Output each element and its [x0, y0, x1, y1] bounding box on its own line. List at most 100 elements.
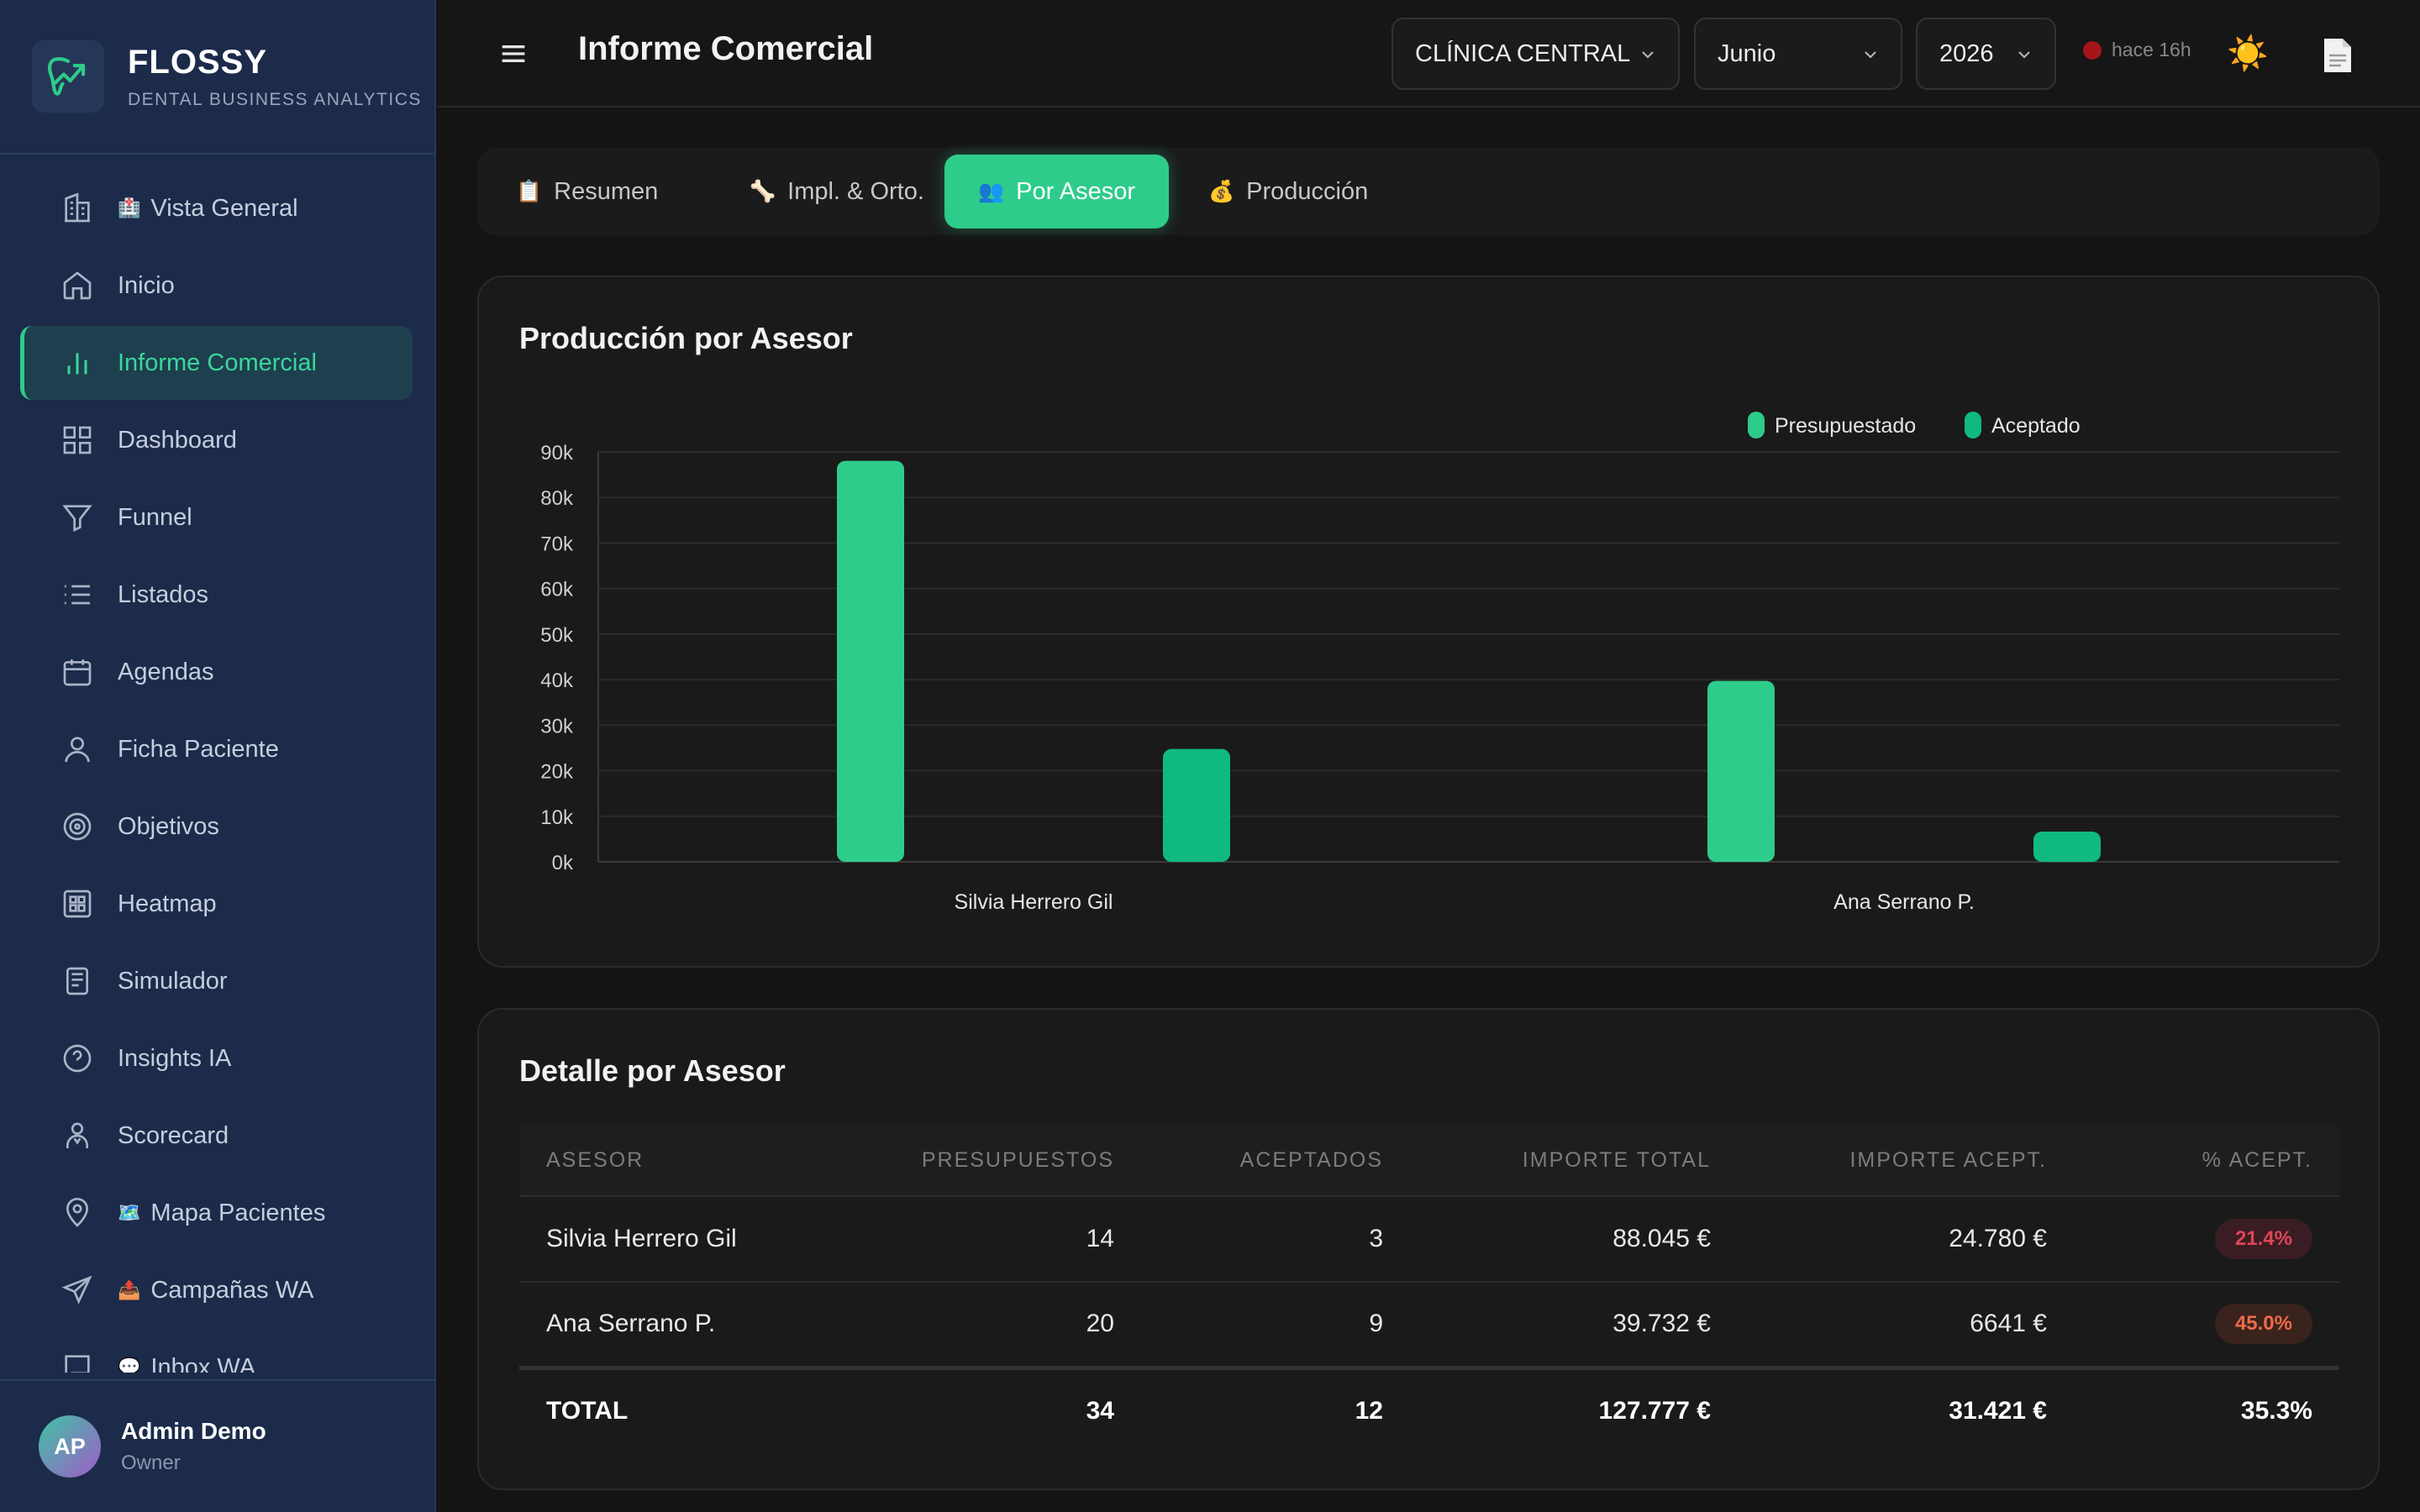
calendar-icon [63, 659, 92, 686]
sidebar-item-inbox-wa[interactable]: 💬 Inbox WA [20, 1331, 413, 1373]
sidebar-item-label: Simulador [118, 967, 228, 995]
target-icon [63, 812, 92, 841]
cell-asesor: Silvia Herrero Gil [519, 1195, 855, 1282]
funnel-icon [62, 505, 92, 533]
sync-status-text: hace 16h [2112, 39, 2191, 60]
table-total-row: TOTAL 34 12 127.777 € 31.421 € 35.3% [519, 1365, 2339, 1453]
sidebar-item-label: Informe Comercial [118, 349, 317, 376]
bone-emoji-icon: 🦴 [750, 179, 776, 203]
sidebar-item-insights-ia[interactable]: Insights IA [20, 1021, 413, 1095]
legend-label: Aceptado [1991, 414, 2081, 438]
detail-table: ASESOR PRESUPUESTOS ACEPTADOS IMPORTE TO… [519, 1126, 2339, 1453]
sidebar-item-label: Dashboard [118, 426, 237, 454]
brand-subtitle: DENTAL BUSINESS ANALYTICS [128, 89, 422, 109]
total-importe-acept: 31.421 € [1738, 1365, 2074, 1453]
tab-resumen[interactable]: 📋 Resumen [477, 155, 697, 228]
y-tick-label: 90k [540, 442, 574, 465]
speech-emoji-icon: 💬 [118, 1357, 141, 1373]
sidebar-item-label: Mapa Pacientes [150, 1199, 326, 1226]
report-tabs: 📋 Resumen 🦴 Impl. & Orto. 👥 Por Asesor 💰… [477, 148, 2380, 235]
sidebar-item-label: Objetivos [118, 812, 219, 840]
y-tick-label: 20k [540, 761, 574, 784]
sidebar-item-informe-comercial[interactable]: Informe Comercial [20, 326, 413, 400]
detail-card: Detalle por Asesor ASESOR PRESUPUESTOS A… [477, 1008, 2380, 1490]
production-bar-chart: 0k 10k 20k 30k 40k 50k 60k 70k 80k 90k Silvia Herr… [540, 412, 2339, 914]
year-select-value: 2026 [1939, 39, 1994, 67]
cell-presupuestos: 14 [855, 1195, 1141, 1282]
total-label: TOTAL [519, 1365, 855, 1453]
y-tick-label: 30k [540, 715, 574, 738]
people-emoji-icon: 👥 [978, 179, 1005, 203]
month-select[interactable]: Junio [1694, 18, 1902, 90]
sidebar-item-scorecard[interactable]: Scorecard [20, 1099, 413, 1173]
col-importe-total[interactable]: IMPORTE TOTAL [1522, 1148, 1711, 1172]
tooth-chart-logo-icon [32, 40, 104, 113]
calculator-icon [66, 967, 88, 995]
total-importe-total: 127.777 € [1410, 1365, 1738, 1453]
map-emoji-icon: 🗺️ [118, 1202, 141, 1223]
sync-status: hace 16h [2083, 39, 2191, 61]
sidebar-item-agendas[interactable]: Agendas [20, 635, 413, 709]
detail-title: Detalle por Asesor [519, 1053, 786, 1088]
tab-por-asesor[interactable]: 👥 Por Asesor [944, 155, 1169, 228]
y-tick-label: 40k [540, 669, 574, 692]
sidebar-item-inicio[interactable]: Inicio [20, 249, 413, 323]
tab-produccion[interactable]: 💰 Producción [1170, 155, 1407, 228]
sidebar-item-objetivos[interactable]: Objetivos [20, 790, 413, 864]
sidebar-item-campanas-wa[interactable]: 📤 Campañas WA [20, 1253, 413, 1327]
sidebar-item-label: Campañas WA [150, 1276, 314, 1304]
sidebar-item-label: Agendas [118, 658, 214, 685]
y-tick-label: 60k [540, 579, 574, 601]
status-dot-icon [2083, 40, 2102, 60]
year-select[interactable]: 2026 [1916, 18, 2056, 90]
chevron-down-icon [1642, 51, 1654, 59]
sidebar-item-vista-general[interactable]: 🏥 Vista General [20, 171, 413, 245]
col-presupuestos[interactable]: PRESUPUESTOS [921, 1148, 1114, 1172]
chart-card: Producción por Asesor 0k 10k 20k 30k 40k 50k 6… [477, 276, 2380, 968]
cell-importe-acept: 24.780 € [1738, 1195, 2074, 1282]
sidebar-item-dashboard[interactable]: Dashboard [20, 403, 413, 477]
col-aceptados[interactable]: ACEPTADOS [1239, 1148, 1383, 1172]
document-export-icon[interactable] [2323, 37, 2353, 74]
col-importe-acept[interactable]: IMPORTE ACEPT. [1849, 1148, 2047, 1172]
map-pin-icon [66, 1198, 89, 1227]
user-profile[interactable]: AP Admin Demo Owner [0, 1379, 434, 1512]
sidebar-item-funnel[interactable]: Funnel [20, 480, 413, 554]
sidebar-item-mapa-pacientes[interactable]: 🗺️ Mapa Pacientes [20, 1176, 413, 1250]
cell-importe-total: 39.732 € [1410, 1281, 1738, 1368]
table-row[interactable]: Ana Serrano P. 20 9 39.732 € 6641 € 45.0… [519, 1281, 2339, 1368]
sidebar-item-listados[interactable]: Listados [20, 558, 413, 632]
chevron-down-icon [1865, 51, 1876, 59]
sidebar-item-label: Inbox WA [150, 1353, 256, 1373]
y-tick-label: 70k [540, 533, 574, 555]
tab-label: Impl. & Orto. [787, 177, 924, 205]
cell-importe-acept: 6641 € [1738, 1281, 2074, 1368]
list-icon [65, 585, 90, 605]
hospital-emoji-icon: 🏥 [118, 197, 141, 218]
top-header: Informe Comercial CLÍNICA CENTRAL Junio … [438, 0, 2420, 108]
chevron-down-icon [2018, 51, 2030, 59]
sidebar-item-ficha-paciente[interactable]: Ficha Paciente [20, 712, 413, 786]
col-pct-acept[interactable]: % ACEPT. [2202, 1148, 2312, 1172]
total-aceptados: 12 [1141, 1365, 1410, 1453]
hamburger-menu-icon[interactable] [497, 37, 530, 71]
send-icon [61, 1275, 92, 1305]
sidebar-item-heatmap[interactable]: Heatmap [20, 867, 413, 941]
clipboard-emoji-icon: 📋 [516, 179, 543, 203]
cell-presupuestos: 20 [855, 1281, 1141, 1368]
tab-label: Producción [1246, 177, 1369, 205]
user-name: Admin Demo [121, 1418, 266, 1444]
sidebar-nav: 🏥 Vista General Inicio Informe Comercial… [20, 171, 413, 1373]
clinic-select-value: CLÍNICA CENTRAL [1415, 39, 1631, 67]
tab-impl-orto[interactable]: 🦴 Impl. & Orto. [711, 155, 963, 228]
col-asesor[interactable]: ASESOR [546, 1148, 644, 1172]
theme-toggle-sun-icon[interactable]: ☀️ [2227, 35, 2269, 72]
legend-swatch [1965, 412, 1981, 438]
pct-badge: 21.4% [2214, 1219, 2312, 1259]
pct-badge: 45.0% [2214, 1304, 2312, 1345]
total-presupuestos: 34 [855, 1365, 1141, 1453]
clinic-select[interactable]: CLÍNICA CENTRAL [1392, 18, 1680, 90]
sidebar-item-simulador[interactable]: Simulador [20, 944, 413, 1018]
sidebar-item-label: Inicio [118, 271, 175, 299]
table-row[interactable]: Silvia Herrero Gil 14 3 88.045 € 24.780 … [519, 1195, 2339, 1282]
